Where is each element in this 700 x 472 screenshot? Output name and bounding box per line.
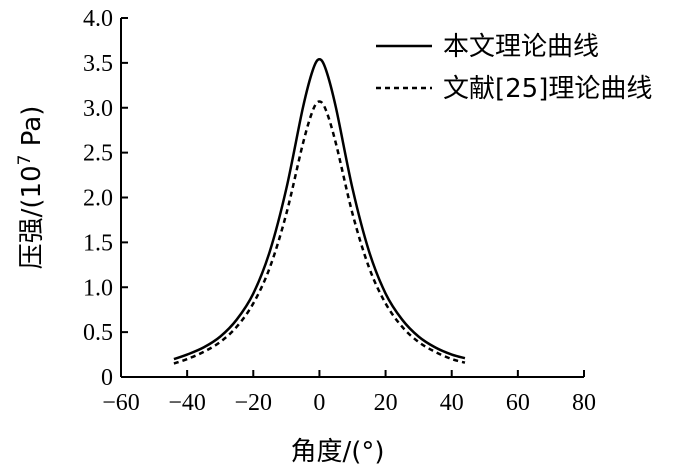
y-tick-label: 1.0 [83,275,113,301]
legend-label-solid: 本文理论曲线 [443,32,599,62]
y-axis-title-tail: Pa) [17,106,47,155]
y-axis-title-main: 压强/(10 [17,165,47,269]
series-line-dashed [173,100,466,365]
series-line-solid [173,58,466,361]
x-tick-label: 0 [313,390,325,416]
x-tick-label: −40 [168,390,206,416]
y-tick-label: 3.5 [83,51,113,77]
legend-label-dashed: 文献[25]理论曲线 [443,74,652,104]
y-axis-title: 压强/(107 Pa) [15,106,47,270]
x-tick-label: 40 [440,390,464,416]
x-tick-label: 60 [506,390,530,416]
y-ticks: 0 0.5 1.0 1.5 2.0 2.5 3.0 3.5 4.0 [83,6,128,391]
plot-area: −60 −40 −20 0 20 40 60 80 0 0.5 1.0 1.5 2.0 2.5 3.0 3.… [83,6,596,416]
y-tick-label: 2.0 [83,186,113,212]
legend: 本文理论曲线 文献[25]理论曲线 [376,32,652,104]
x-tick-label: 20 [374,390,398,416]
y-tick-label: 0.5 [83,320,113,346]
y-tick-label: 1.5 [83,230,113,256]
series-group [173,58,466,365]
x-tick-label: −60 [102,390,140,416]
y-tick-label: 0 [101,365,113,391]
x-tick-label: 80 [572,390,596,416]
y-tick-label: 3.0 [83,96,113,122]
y-tick-label: 4.0 [83,6,113,32]
y-axis-title-sup: 7 [15,155,35,166]
y-tick-label: 2.5 [83,141,113,167]
x-ticks: −60 −40 −20 0 20 40 60 80 [102,370,596,416]
x-tick-label: −20 [235,390,273,416]
x-axis-title: 角度/(°) [290,437,384,467]
